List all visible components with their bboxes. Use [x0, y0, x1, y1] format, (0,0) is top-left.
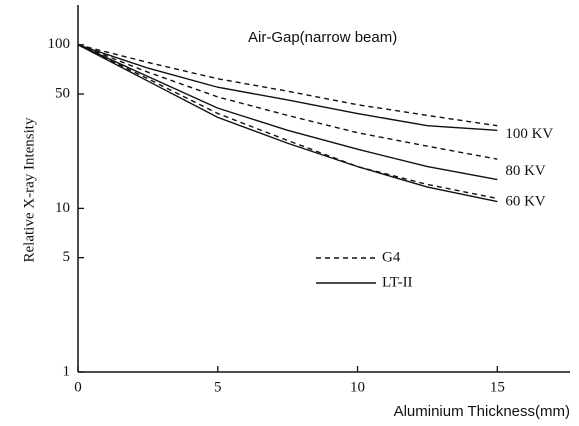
legend-label: LT-II — [382, 274, 413, 290]
series-line — [77, 44, 498, 127]
series-line — [77, 44, 498, 203]
series-line — [77, 44, 498, 132]
series-line — [77, 44, 498, 181]
x-axis-label: Aluminium Thickness(mm) — [394, 403, 570, 420]
series-label: 100 KV — [505, 126, 553, 142]
x-tick-label: 10 — [350, 379, 365, 395]
y-tick-label: 1 — [63, 363, 71, 379]
y-tick-label: 5 — [63, 249, 71, 265]
series-label: 80 KV — [505, 163, 546, 179]
y-tick-label: 10 — [55, 200, 70, 216]
x-tick-label: 0 — [74, 379, 82, 395]
chart-title: Air-Gap(narrow beam) — [248, 29, 397, 46]
y-tick-label: 50 — [55, 85, 70, 101]
y-tick-label: 100 — [48, 36, 71, 52]
x-tick-label: 5 — [214, 379, 222, 395]
series-line — [77, 44, 498, 160]
series-label: 60 KV — [505, 193, 546, 209]
legend-label: G4 — [382, 249, 401, 265]
x-tick-label: 15 — [490, 379, 505, 395]
series-line — [77, 44, 498, 200]
y-axis-label: Relative X-ray Intensity — [21, 117, 37, 262]
